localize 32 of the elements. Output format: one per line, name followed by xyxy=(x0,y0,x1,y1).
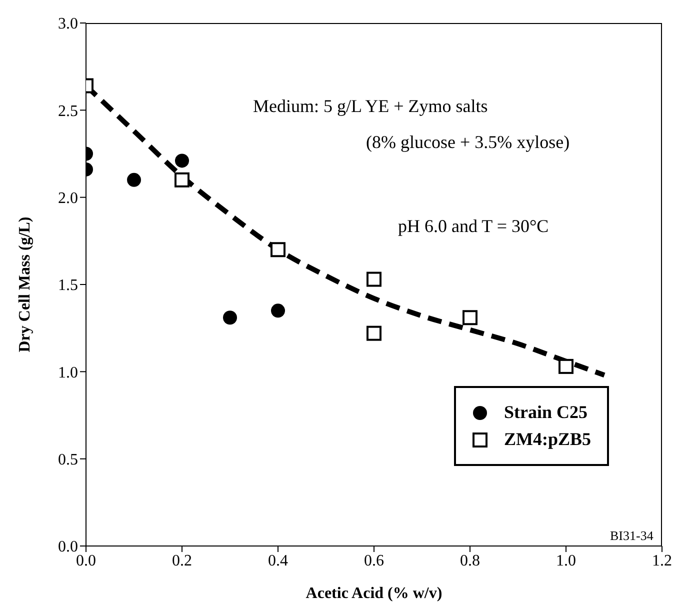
point xyxy=(175,154,189,168)
legend-label: ZM4:pZB5 xyxy=(504,429,591,450)
point xyxy=(271,304,285,318)
point xyxy=(127,172,141,187)
annotation: BI31-34 xyxy=(610,528,654,544)
x-tick-label: 0.0 xyxy=(76,552,96,570)
y-tick-label: 3.0 xyxy=(58,16,78,33)
y-tick-label: 2.5 xyxy=(58,102,78,120)
annotation: Medium: 5 g/L YE + Zymo salts xyxy=(253,96,488,117)
x-tick-label: 0.8 xyxy=(460,552,480,570)
x-tick-label: 0.2 xyxy=(172,552,192,570)
annotation: pH 6.0 and T = 30°C xyxy=(398,216,549,237)
x-axis-title: Acetic Acid (% w/v) xyxy=(306,585,442,602)
y-tick-label: 1.5 xyxy=(58,277,78,294)
x-tick-label: 0.6 xyxy=(364,552,384,570)
x-tick-label: 1.0 xyxy=(556,552,576,570)
point xyxy=(223,310,237,325)
point xyxy=(270,242,286,258)
point xyxy=(366,326,382,341)
point xyxy=(174,172,190,188)
point xyxy=(462,310,478,326)
x-tick-label: 1.2 xyxy=(652,552,672,570)
y-tick-label: 0.5 xyxy=(58,452,78,469)
y-tick-label: 2.0 xyxy=(58,190,78,208)
annotation: (8% glucose + 3.5% xylose) xyxy=(366,132,570,153)
legend-label: Strain C25 xyxy=(504,402,588,423)
point xyxy=(366,272,382,287)
y-axis-title: Dry Cell Mass (g/L) xyxy=(16,216,34,352)
x-tick-label: 0.4 xyxy=(268,552,288,570)
point xyxy=(558,358,574,374)
y-tick-label: 0.0 xyxy=(58,538,78,556)
y-tick-label: 1.0 xyxy=(58,364,78,382)
